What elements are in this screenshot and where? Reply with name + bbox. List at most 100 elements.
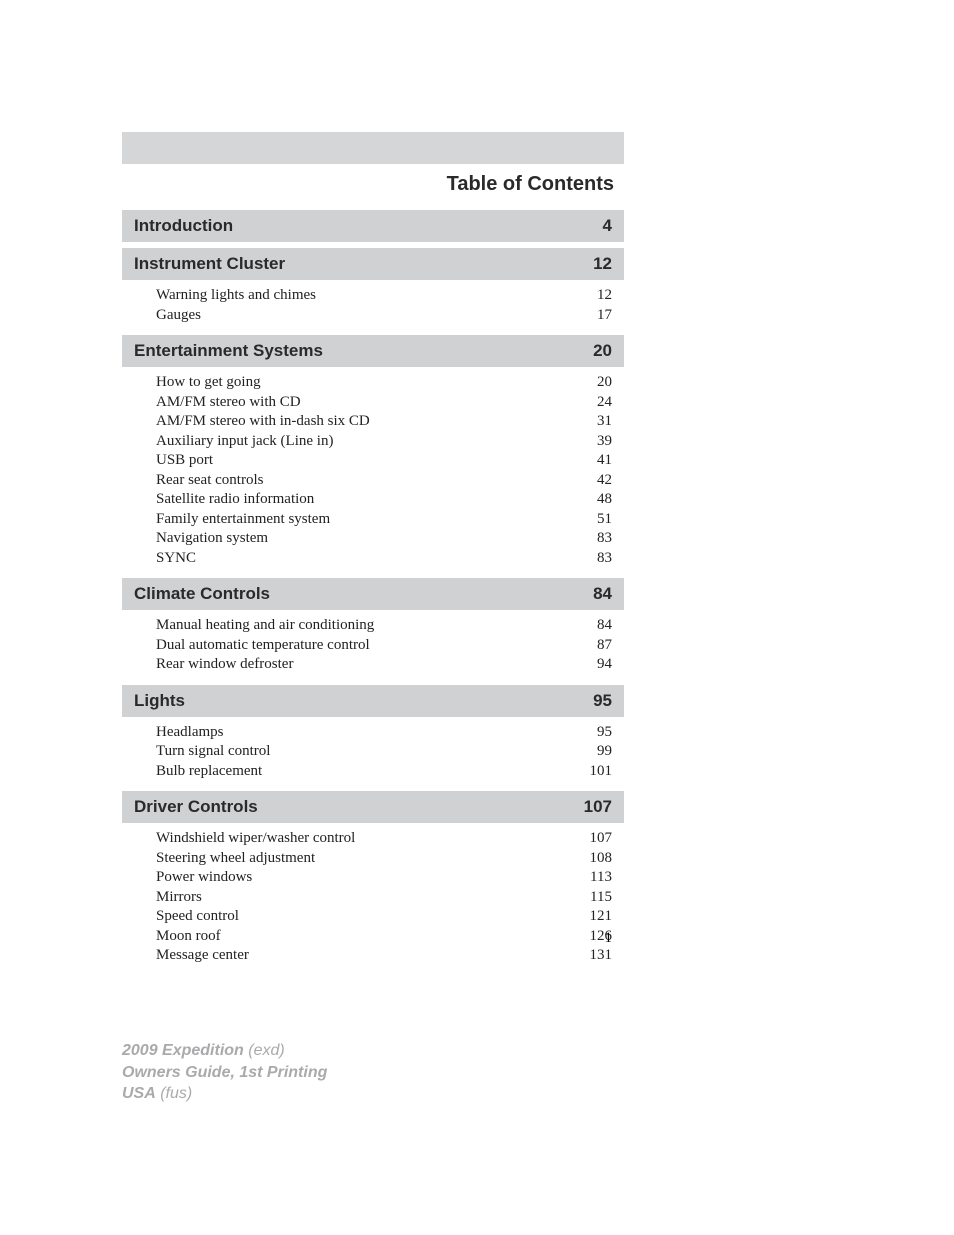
section-header: Instrument Cluster 12 [122, 248, 624, 280]
toc-sub-label: Dual automatic temperature control [156, 636, 552, 656]
toc-sub-row: Rear window defroster94 [156, 655, 612, 675]
toc-sub-label: Steering wheel adjustment [156, 849, 552, 869]
toc-sub-label: How to get going [156, 373, 552, 393]
toc-sub-page: 12 [552, 286, 612, 306]
section-heading-page: 107 [584, 797, 612, 817]
section-header: Lights 95 [122, 685, 624, 717]
toc-sub-label: Mirrors [156, 888, 552, 908]
toc-sub-label: Rear seat controls [156, 471, 552, 491]
section-sub-block: Manual heating and air conditioning84Dua… [122, 610, 624, 679]
toc-sub-page: 87 [552, 636, 612, 656]
toc-sub-page: 39 [552, 432, 612, 452]
section-sub-block: How to get going20AM/FM stereo with CD24… [122, 367, 624, 572]
toc-sub-label: Rear window defroster [156, 655, 552, 675]
toc-sub-label: Headlamps [156, 723, 552, 743]
footer-region-code: (fus) [156, 1085, 192, 1102]
toc-sub-page: 20 [552, 373, 612, 393]
toc-sub-row: Satellite radio information48 [156, 490, 612, 510]
toc-sub-row: Warning lights and chimes12 [156, 286, 612, 306]
toc-sub-label: Message center [156, 946, 552, 966]
toc-sub-page: 51 [552, 510, 612, 530]
page-number: 1 [122, 930, 624, 947]
toc-sub-page: 42 [552, 471, 612, 491]
toc-sub-row: Bulb replacement101 [156, 762, 612, 782]
section-heading-label: Introduction [134, 216, 233, 236]
page-title: Table of Contents [447, 173, 614, 196]
toc-sub-page: 83 [552, 549, 612, 569]
toc-sub-label: Family entertainment system [156, 510, 552, 530]
toc-sub-page: 84 [552, 616, 612, 636]
footer-line-3: USA (fus) [122, 1083, 624, 1105]
toc-sub-page: 94 [552, 655, 612, 675]
toc-sub-row: Windshield wiper/washer control107 [156, 829, 612, 849]
toc-sub-row: Auxiliary input jack (Line in)39 [156, 432, 612, 452]
toc-sub-page: 41 [552, 451, 612, 471]
toc-sub-label: Bulb replacement [156, 762, 552, 782]
section-heading-page: 95 [593, 691, 612, 711]
footer-model-code: (exd) [244, 1042, 285, 1059]
toc-sub-row: Headlamps95 [156, 723, 612, 743]
toc-sub-page: 83 [552, 529, 612, 549]
footer-line-2: Owners Guide, 1st Printing [122, 1062, 624, 1084]
toc-sub-row: Power windows113 [156, 868, 612, 888]
section-heading-label: Driver Controls [134, 797, 258, 817]
toc-sub-row: Rear seat controls42 [156, 471, 612, 491]
toc-sub-row: Manual heating and air conditioning84 [156, 616, 612, 636]
toc-sub-page: 101 [552, 762, 612, 782]
toc-sub-row: How to get going20 [156, 373, 612, 393]
section-header: Driver Controls 107 [122, 791, 624, 823]
toc-sub-row: Turn signal control99 [156, 742, 612, 762]
toc-sub-row: Speed control121 [156, 907, 612, 927]
footer-line-1: 2009 Expedition (exd) [122, 1040, 624, 1062]
section-heading-label: Instrument Cluster [134, 254, 285, 274]
section-sub-block: Warning lights and chimes12Gauges17 [122, 280, 624, 329]
toc-sub-page: 108 [552, 849, 612, 869]
section-heading-label: Climate Controls [134, 584, 270, 604]
toc-sub-row: Mirrors115 [156, 888, 612, 908]
toc-sub-label: AM/FM stereo with CD [156, 393, 552, 413]
toc-sub-label: Warning lights and chimes [156, 286, 552, 306]
footer-guide: Owners Guide, 1st Printing [122, 1064, 327, 1081]
footer-region: USA [122, 1085, 156, 1102]
toc-sub-label: Turn signal control [156, 742, 552, 762]
toc-sub-label: Satellite radio information [156, 490, 552, 510]
section-heading-page: 4 [603, 216, 612, 236]
section-sub-block: Windshield wiper/washer control107Steeri… [122, 823, 624, 970]
toc-sub-page: 48 [552, 490, 612, 510]
toc-sub-label: Speed control [156, 907, 552, 927]
toc-sub-page: 131 [552, 946, 612, 966]
toc-sub-page: 113 [552, 868, 612, 888]
toc-sub-page: 121 [552, 907, 612, 927]
toc-sub-label: Auxiliary input jack (Line in) [156, 432, 552, 452]
title-row: Table of Contents [122, 170, 624, 198]
toc-sub-label: AM/FM stereo with in-dash six CD [156, 412, 552, 432]
toc-sub-page: 31 [552, 412, 612, 432]
toc-sub-row: AM/FM stereo with in-dash six CD31 [156, 412, 612, 432]
header-bar [122, 132, 624, 164]
section-header: Introduction 4 [122, 210, 624, 242]
toc-sub-page: 24 [552, 393, 612, 413]
toc-sub-row: Dual automatic temperature control87 [156, 636, 612, 656]
toc-sub-label: SYNC [156, 549, 552, 569]
toc-sub-row: Family entertainment system51 [156, 510, 612, 530]
toc-sub-label: Manual heating and air conditioning [156, 616, 552, 636]
footer-block: 2009 Expedition (exd) Owners Guide, 1st … [122, 1040, 624, 1105]
section-heading-page: 12 [593, 254, 612, 274]
toc-sub-page: 17 [552, 306, 612, 326]
toc-sub-row: Message center131 [156, 946, 612, 966]
footer-model: 2009 Expedition [122, 1042, 244, 1059]
toc-sub-row: SYNC83 [156, 549, 612, 569]
section-header: Climate Controls84 [122, 578, 624, 610]
toc-sub-page: 95 [552, 723, 612, 743]
section-sub-block: Headlamps95Turn signal control99Bulb rep… [122, 717, 624, 786]
toc-sub-label: Power windows [156, 868, 552, 888]
toc-sub-page: 99 [552, 742, 612, 762]
toc-sub-page: 107 [552, 829, 612, 849]
toc-sub-row: USB port41 [156, 451, 612, 471]
toc-sub-label: Navigation system [156, 529, 552, 549]
toc-sub-label: Gauges [156, 306, 552, 326]
toc-content: Introduction4Instrument Cluster12Warning… [122, 210, 624, 970]
toc-sub-row: Steering wheel adjustment108 [156, 849, 612, 869]
section-heading-label: Lights [134, 691, 185, 711]
toc-sub-page: 115 [552, 888, 612, 908]
